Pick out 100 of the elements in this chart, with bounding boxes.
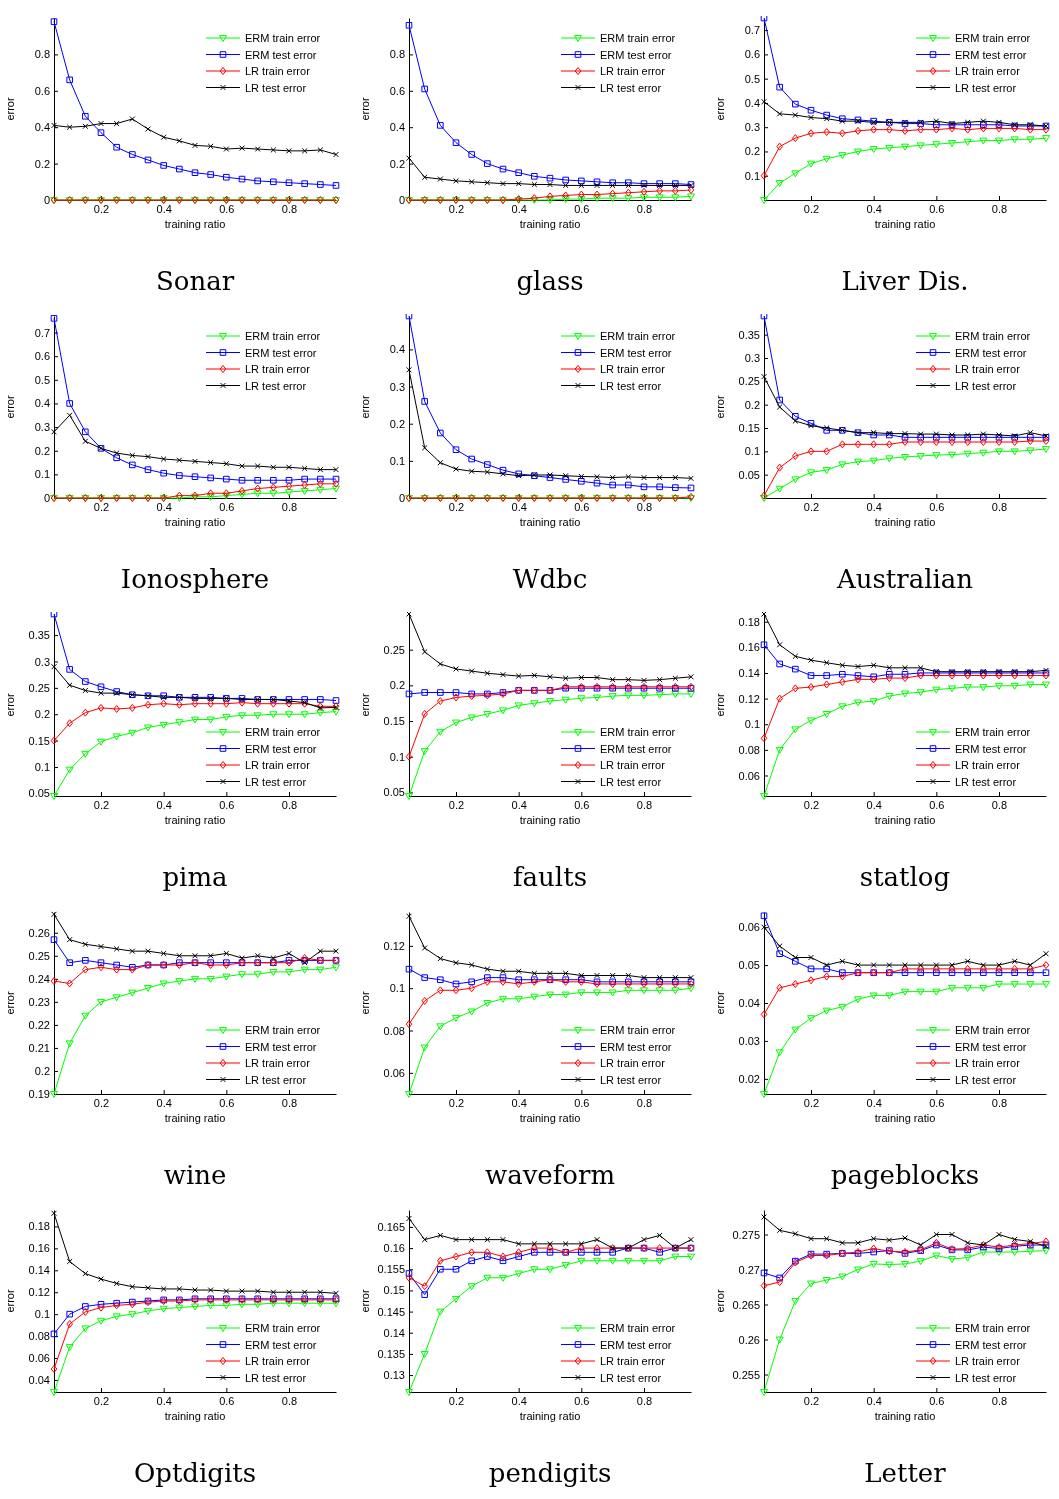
point	[301, 475, 308, 483]
point	[822, 155, 831, 163]
point	[531, 1249, 538, 1256]
point	[316, 709, 325, 717]
x-tick-label: 0.2	[448, 798, 465, 811]
text: Australian	[835, 564, 974, 594]
point	[578, 1244, 585, 1253]
text: Wdbc	[512, 564, 588, 594]
point	[300, 487, 309, 495]
point	[980, 964, 987, 973]
point	[839, 1239, 846, 1246]
point	[421, 398, 428, 405]
y-axis-title: error	[4, 1289, 16, 1313]
point	[855, 663, 861, 670]
point	[916, 142, 925, 150]
point	[66, 76, 73, 84]
legend-label: ERM test error	[245, 1040, 317, 1053]
point	[822, 467, 831, 474]
x-tick-label: 0.8	[991, 798, 1008, 811]
y-tick-label: 0.4	[389, 121, 405, 134]
point	[672, 675, 679, 682]
point	[437, 1265, 444, 1273]
point	[901, 674, 909, 683]
legend-label: LR train error	[245, 363, 311, 375]
point	[792, 957, 799, 965]
point	[838, 1273, 847, 1281]
point	[144, 1307, 152, 1315]
point	[421, 648, 428, 655]
point	[547, 970, 553, 977]
y-tick-label: 0.14	[383, 1326, 405, 1339]
legend-label: LR test error	[600, 1371, 662, 1384]
point	[672, 484, 679, 491]
point	[869, 1260, 878, 1268]
point	[625, 188, 632, 197]
point	[776, 1227, 783, 1234]
point	[468, 978, 475, 986]
text: Sonar	[155, 266, 235, 296]
point	[332, 475, 340, 483]
y-tick-label: 0.12	[383, 939, 405, 952]
point	[608, 693, 617, 701]
legend-label: LR test error	[600, 379, 662, 392]
point	[1042, 135, 1050, 143]
point	[1027, 964, 1034, 973]
point	[916, 988, 925, 996]
point	[792, 1230, 799, 1237]
point	[421, 1291, 428, 1298]
point	[885, 455, 894, 463]
point	[839, 972, 846, 981]
point	[776, 1274, 783, 1282]
point	[870, 1248, 877, 1256]
point	[405, 1389, 413, 1396]
point	[500, 968, 506, 975]
point	[656, 186, 663, 195]
y-tick-label: 0.27	[738, 1263, 760, 1276]
point	[453, 959, 459, 966]
point	[500, 671, 506, 678]
y-tick-label: 0.19	[28, 1088, 50, 1101]
point	[437, 429, 444, 437]
point	[776, 943, 783, 950]
point	[113, 120, 120, 127]
point	[640, 187, 648, 196]
point	[948, 984, 956, 992]
point	[484, 179, 491, 186]
point	[406, 1215, 412, 1222]
point	[776, 83, 783, 91]
x-tick-label: 0.8	[991, 1394, 1008, 1407]
point	[421, 709, 428, 718]
point	[792, 665, 799, 673]
point	[546, 698, 554, 706]
y-tick-label: 0.1	[34, 761, 50, 774]
point	[594, 674, 600, 681]
x-axis-title: training ratio	[874, 218, 936, 230]
point	[1010, 136, 1019, 144]
point	[932, 988, 941, 996]
point	[405, 752, 413, 761]
point	[286, 1289, 292, 1296]
y-tick-label: 0.16	[28, 1242, 50, 1255]
point	[1011, 958, 1018, 965]
point	[82, 965, 89, 974]
point	[949, 1231, 955, 1238]
point	[1026, 136, 1035, 144]
point	[776, 641, 783, 648]
text: pima	[162, 862, 228, 892]
point	[823, 128, 830, 137]
point	[1010, 448, 1019, 456]
legend-label: LR test error	[955, 379, 1017, 392]
x-tick-label: 0.4	[866, 798, 882, 811]
point	[792, 134, 799, 143]
point	[128, 729, 137, 737]
point	[807, 106, 815, 114]
point	[760, 1389, 768, 1396]
y-tick-label: 0.1	[389, 454, 405, 467]
point	[270, 699, 277, 708]
point	[1042, 1247, 1050, 1255]
point	[561, 991, 570, 999]
point	[838, 1003, 847, 1011]
legend-label: ERM test error	[955, 346, 1027, 359]
point	[869, 457, 878, 465]
point	[561, 696, 570, 704]
point	[301, 1289, 308, 1296]
